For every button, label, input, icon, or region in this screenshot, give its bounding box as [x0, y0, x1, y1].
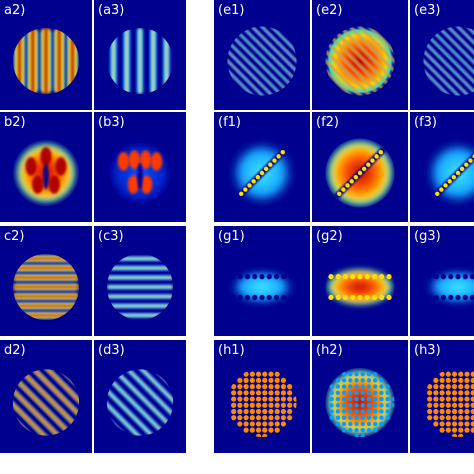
panel-group-right: (e1) (e2) (e3) (f1) (f2) (f3) (g1) (g2) (g3) (h1)…	[214, 0, 474, 453]
figure-panel: (h2)	[312, 340, 408, 453]
panel-pattern	[325, 267, 395, 307]
panel-pattern	[106, 255, 174, 319]
figure-panel: (d3)	[94, 340, 186, 453]
panel-pattern	[108, 141, 172, 205]
panel-label: (b3)	[98, 115, 125, 130]
figure-panel: (f1)	[214, 112, 310, 222]
panel-pattern	[427, 371, 474, 438]
panel-pattern	[109, 27, 171, 95]
panel-pattern	[231, 371, 297, 438]
panel-label: (e2)	[316, 3, 342, 18]
figure-panel: (h1)	[214, 340, 310, 453]
figure-panel: (h3)	[410, 340, 474, 453]
figure-panel: c2)	[0, 226, 92, 336]
panel-label: b2)	[4, 115, 26, 130]
figure-panel: a2)	[0, 0, 92, 110]
panel-group-left: a2) (a3) b2) (b3) c2) (c3) d2) (d3)	[0, 0, 186, 453]
panel-label: (f2)	[316, 115, 339, 130]
panel-label: (c3)	[98, 229, 124, 244]
figure-panel: b2)	[0, 112, 92, 222]
panel-label: (f3)	[414, 115, 437, 130]
panel-background	[214, 340, 310, 453]
panel-label: c2)	[4, 229, 25, 244]
panel-pattern	[12, 254, 80, 320]
figure-panel: (f2)	[312, 112, 408, 222]
panel-label: (g2)	[316, 229, 343, 244]
figure-panel: (f3)	[410, 112, 474, 222]
panel-label: (h1)	[218, 343, 245, 358]
figure-panel: (g1)	[214, 226, 310, 336]
panel-label: (h2)	[316, 343, 343, 358]
figure-panel: (g3)	[410, 226, 474, 336]
panel-label: (e3)	[414, 3, 440, 18]
panel-pattern	[13, 27, 79, 95]
figure-panel: (c3)	[94, 226, 186, 336]
panel-pattern	[227, 267, 297, 307]
panel-pattern	[14, 141, 78, 205]
figure-panel: (e1)	[214, 0, 310, 110]
figure-panel: (g2)	[312, 226, 408, 336]
panel-label: (h3)	[414, 343, 441, 358]
figure-panel: (a3)	[94, 0, 186, 110]
panel-label: (a3)	[98, 3, 124, 18]
figure-panel: d2)	[0, 340, 92, 453]
panel-label: (g3)	[414, 229, 441, 244]
figure-panel: (b3)	[94, 112, 186, 222]
panel-label: (f1)	[218, 115, 241, 130]
panel-pattern	[325, 367, 395, 438]
panel-label: (g1)	[218, 229, 245, 244]
panel-label: d2)	[4, 343, 26, 358]
panel-pattern	[423, 138, 474, 208]
figure-panel: (e3)	[410, 0, 474, 110]
panel-pattern	[325, 138, 395, 208]
panel-label: (d3)	[98, 343, 125, 358]
figure-panel: (e2)	[312, 0, 408, 110]
panel-label: a2)	[4, 3, 25, 18]
panel-label: (e1)	[218, 3, 244, 18]
panel-pattern	[227, 138, 297, 208]
